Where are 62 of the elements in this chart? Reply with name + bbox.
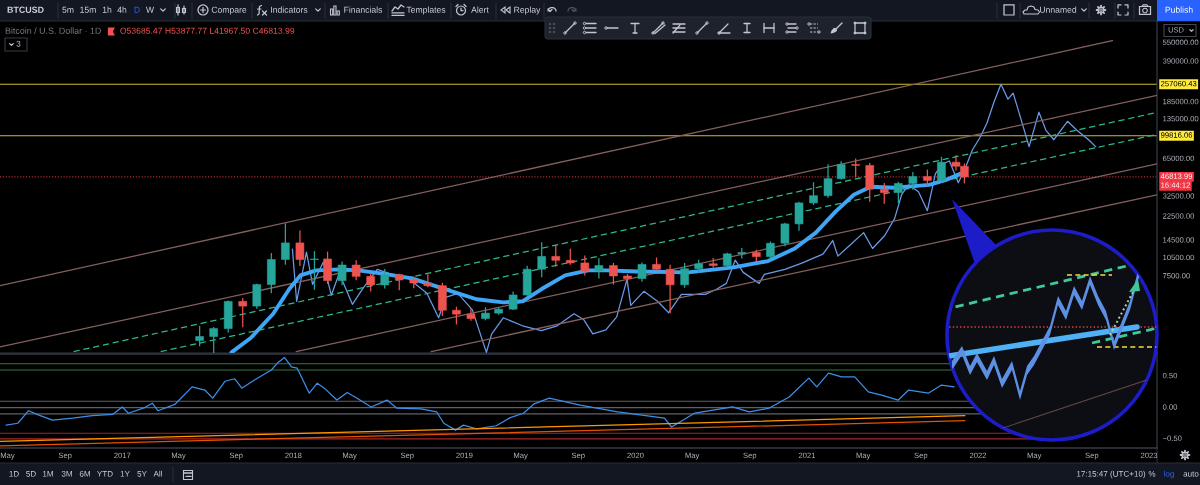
candlestick — [780, 222, 790, 247]
candlestick — [937, 156, 946, 182]
text: 5m — [62, 6, 74, 13]
candlestick — [252, 283, 262, 309]
text: 1h — [102, 6, 112, 13]
candlestick — [310, 251, 319, 290]
candlestick — [580, 255, 590, 276]
text: 1Y — [120, 471, 130, 477]
candlestick — [551, 245, 561, 267]
candlestick — [466, 308, 476, 321]
candlestick — [337, 261, 347, 286]
candlestick — [637, 262, 647, 282]
chart-title: Bitcoin / U.S. Dollar · 1D — [5, 27, 101, 34]
text: 6M — [79, 470, 90, 477]
text: 15m — [80, 6, 96, 13]
text: Alert — [471, 6, 489, 13]
candlestick — [894, 181, 903, 203]
text: 17:15:47 (UTC+10) — [1077, 470, 1146, 479]
text: Financials — [344, 6, 383, 13]
text: W — [145, 6, 155, 13]
text: YTD — [97, 471, 113, 477]
text: Compare — [211, 6, 247, 15]
candlestick — [594, 258, 604, 279]
text: 4h — [117, 6, 127, 13]
candlestick — [281, 223, 290, 265]
text: log — [1164, 470, 1174, 479]
candlestick — [865, 163, 875, 202]
candlestick — [823, 164, 833, 198]
text: Templates — [406, 6, 446, 15]
text: auto — [1183, 471, 1199, 477]
text: All — [153, 470, 162, 477]
text: D — [134, 6, 140, 13]
annotation: 3 — [16, 40, 21, 47]
candlestick — [809, 182, 818, 206]
text: 3M — [61, 470, 72, 477]
candlestick — [537, 242, 546, 278]
text: 1M — [43, 471, 53, 477]
text: 5Y — [137, 471, 147, 477]
candlestick — [295, 230, 305, 266]
line-series — [291, 83, 1097, 353]
candlestick — [879, 183, 889, 204]
text: % — [1148, 470, 1156, 477]
candlestick — [665, 264, 675, 314]
line-series — [5, 356, 955, 431]
text: 1D — [9, 471, 19, 477]
candlestick — [209, 326, 218, 353]
text: Indicators — [271, 6, 308, 13]
candlestick — [238, 297, 248, 328]
candlestick — [908, 172, 918, 190]
candlestick — [323, 251, 332, 284]
candlestick — [380, 268, 389, 289]
text: Replay — [514, 6, 541, 15]
text: BTCUSD — [7, 6, 44, 13]
candlestick — [794, 201, 804, 231]
text: Publish — [1165, 6, 1193, 13]
candlestick — [351, 260, 361, 281]
candlestick — [609, 262, 618, 285]
candlestick — [680, 263, 689, 288]
candlestick — [195, 325, 204, 347]
chart-subtitle: O53685.47 H53877.77 L41967.50 C46813.99 — [120, 27, 295, 34]
text: 5D — [26, 471, 36, 477]
text: Unnamed — [1040, 6, 1077, 13]
